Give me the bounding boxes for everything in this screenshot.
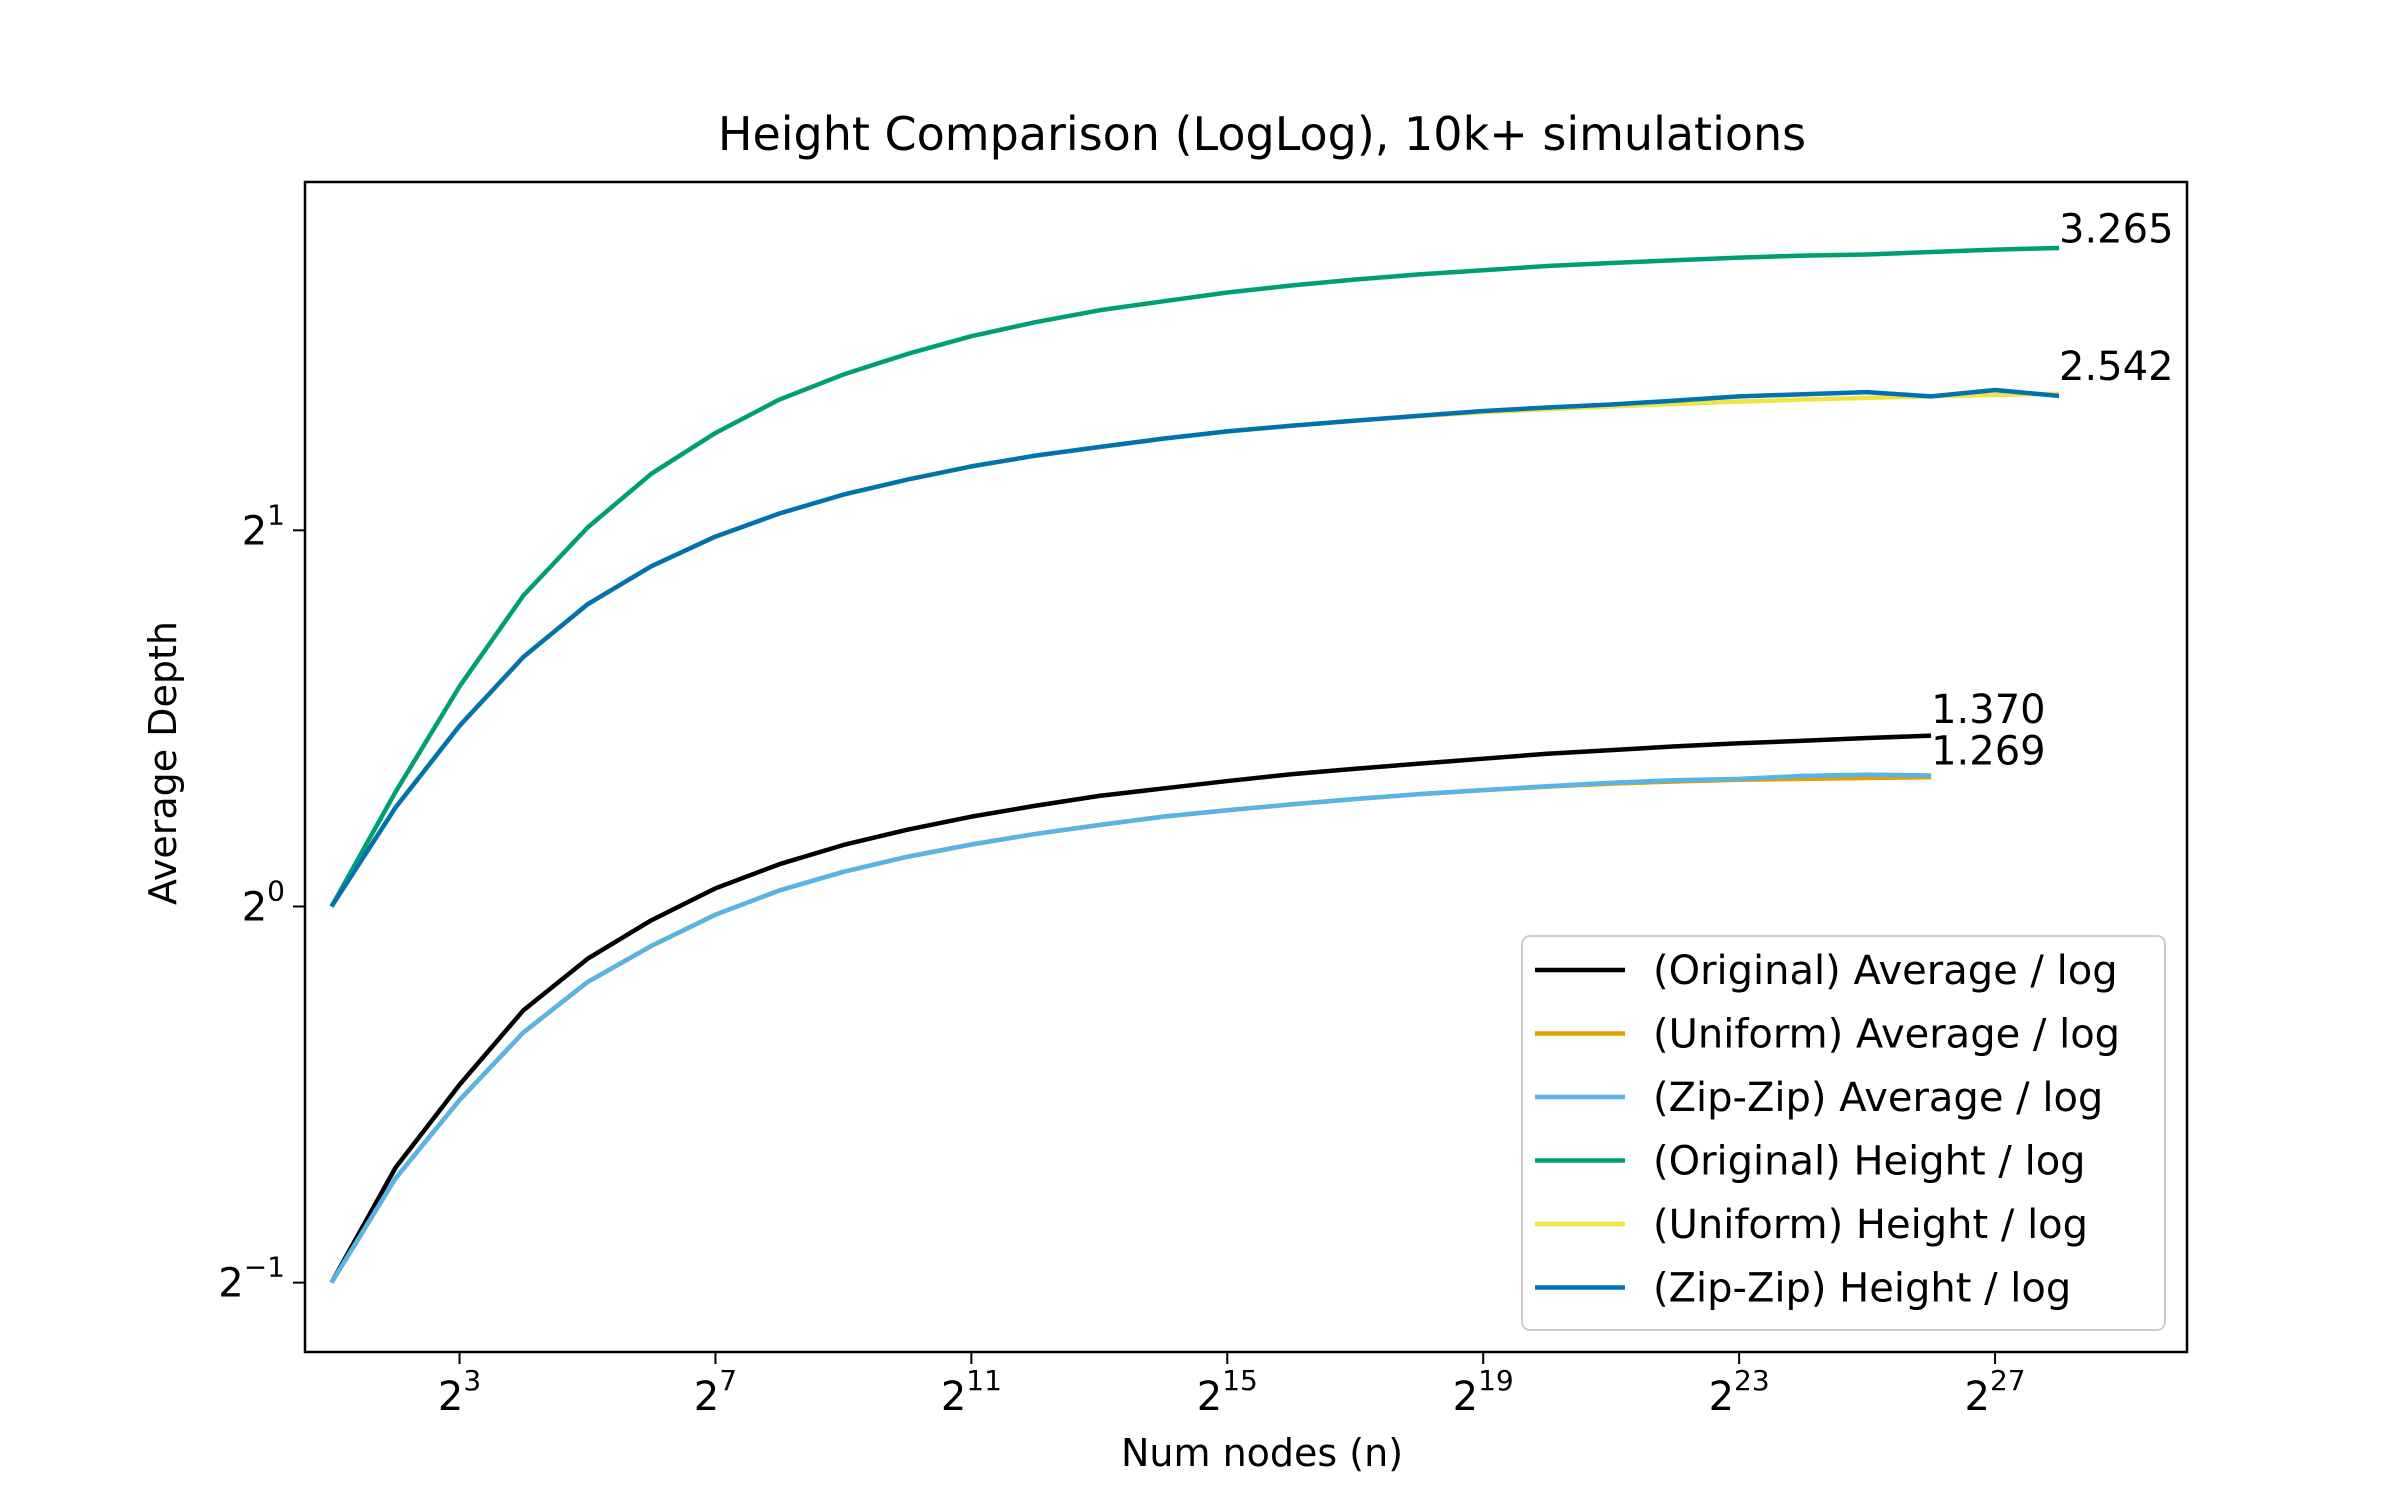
series-line-1	[329, 733, 1932, 1284]
legend: (Original) Average / log (Uniform) Averag…	[1521, 935, 2166, 1331]
annotation-label-3: 1.370	[1931, 687, 2046, 733]
y-tick-label-3: 21	[242, 498, 285, 554]
chart-title: Height Comparison (LogLog), 10k+ simulat…	[718, 107, 1806, 161]
y-tick-label-2: 20	[242, 874, 285, 930]
series-layer	[329, 245, 2060, 1284]
x-axis-ticks: 23 27 211 215 219 223 227	[438, 1352, 2026, 1420]
x-tick-label-3: 211	[941, 1364, 1002, 1420]
x-tick-label-4: 215	[1197, 1364, 1258, 1420]
y-axis-label: Average Depth	[141, 621, 185, 905]
annotation-label-2: 2.542	[2059, 344, 2174, 390]
legend-label-1: (Original) Average / log	[1653, 948, 2118, 994]
x-tick-label-7: 227	[1965, 1364, 2026, 1420]
legend-label-3: (Zip-Zip) Average / log	[1653, 1075, 2103, 1121]
x-tick-label-6: 223	[1709, 1364, 1770, 1420]
legend-box	[1521, 935, 2166, 1331]
x-axis-label: Num nodes (n)	[1121, 1431, 1403, 1475]
y-tick-label-1: 2−1	[218, 1251, 285, 1307]
plot-area-frame	[303, 180, 2189, 1354]
legend-label-4: (Original) Height / log	[1653, 1139, 2086, 1185]
y-axis-ticks: 2−1 20 21	[218, 498, 305, 1307]
series-line-3	[329, 772, 1932, 1284]
legend-label-6: (Zip-Zip) Height / log	[1653, 1266, 2071, 1312]
legend-label-2: (Uniform) Average / log	[1653, 1012, 2120, 1058]
annotation-label-1: 3.265	[2059, 206, 2174, 252]
annotation-label-4: 1.269	[1931, 729, 2046, 775]
series-line-6	[329, 387, 2060, 908]
legend-label-5: (Uniform) Height / log	[1653, 1202, 2088, 1248]
x-tick-label-2: 27	[694, 1364, 737, 1420]
x-tick-label-1: 23	[438, 1364, 481, 1420]
series-line-4	[329, 245, 2060, 908]
x-tick-label-5: 219	[1453, 1364, 1514, 1420]
